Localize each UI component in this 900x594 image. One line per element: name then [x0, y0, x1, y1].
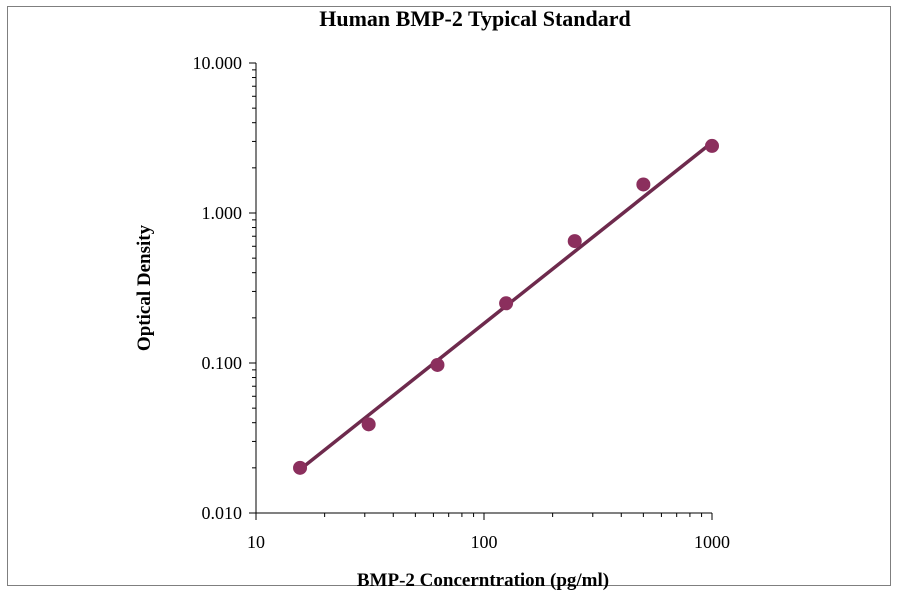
- data-point: [636, 177, 651, 192]
- x-tick-label: 10: [247, 532, 265, 552]
- y-tick-label: 1.000: [202, 203, 243, 223]
- data-point: [567, 234, 582, 249]
- data-point: [361, 417, 376, 432]
- y-tick-label: 0.100: [202, 353, 243, 373]
- chart-frame: [7, 6, 891, 586]
- y-tick-label: 0.010: [202, 503, 243, 523]
- x-tick-label: 100: [471, 532, 498, 552]
- data-points: [293, 138, 719, 475]
- x-tick-label: 1000: [694, 532, 730, 552]
- data-point: [499, 296, 514, 311]
- y-axis-label: Optical Density: [134, 224, 155, 351]
- chart-title: Human BMP-2 Typical Standard: [319, 6, 631, 31]
- data-point: [705, 138, 719, 153]
- y-tick-label: 10.000: [193, 53, 243, 73]
- data-point: [293, 460, 308, 475]
- x-axis-label: BMP-2 Concerntration (pg/ml): [357, 570, 609, 591]
- data-point: [430, 357, 445, 372]
